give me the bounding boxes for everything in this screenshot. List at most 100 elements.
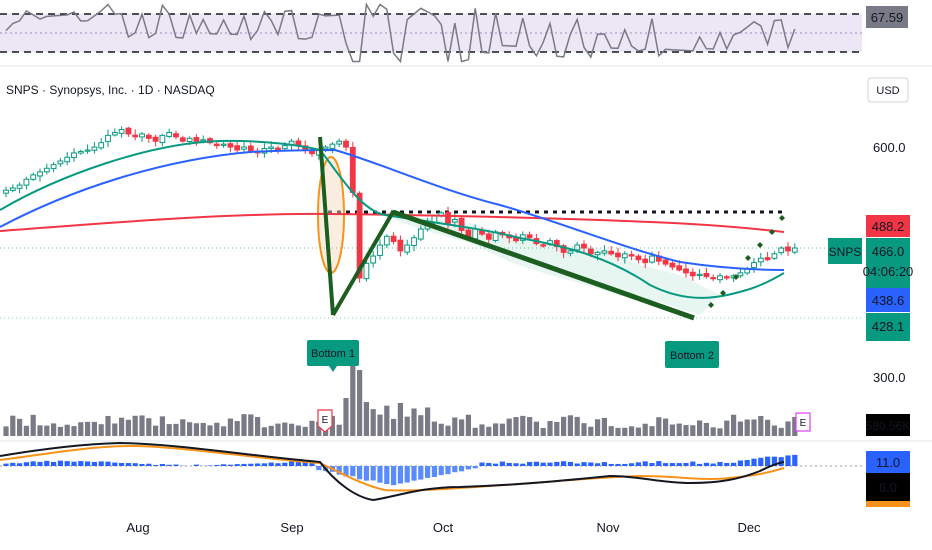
volume-bar (642, 423, 648, 436)
candle (213, 143, 220, 147)
volume-bar (751, 419, 757, 436)
volume-bar (765, 419, 771, 436)
volume-bar (527, 417, 533, 436)
macd-histogram-bar (261, 463, 267, 466)
candle (635, 255, 642, 261)
macd-histogram-bar (397, 466, 403, 484)
volume-bar (275, 423, 281, 436)
macd-histogram-bar (357, 466, 363, 480)
candle (397, 239, 404, 252)
macd-histogram-bar (493, 463, 499, 466)
volume-bar (200, 422, 206, 436)
earnings-marker-sep[interactable]: E (317, 409, 333, 433)
bottom1-label[interactable]: Bottom 1 (307, 340, 359, 372)
volume-bar (595, 419, 601, 436)
volume-bar (724, 420, 730, 436)
volume-bar (574, 416, 580, 436)
volume-bar (785, 421, 791, 436)
macd-histogram-bar (690, 461, 696, 466)
candle (472, 228, 479, 240)
candle (71, 152, 77, 159)
currency-box[interactable] (867, 77, 909, 103)
macd-histogram-bar (547, 462, 553, 466)
bottom2-label[interactable]: Bottom 2 (665, 341, 719, 368)
macd-histogram-bar (479, 462, 485, 466)
macd-histogram-bar (656, 461, 662, 466)
macd-histogram-bar (221, 464, 227, 466)
candle (723, 276, 730, 279)
price-axis[interactable]: 600.0 300.0 488.2 466.0 04:06:20 SNPS 43… (828, 140, 913, 385)
candle (703, 272, 710, 278)
volume-bar (635, 427, 641, 436)
volume-bar (656, 417, 662, 436)
volume-bar (608, 426, 614, 436)
candle (98, 142, 105, 149)
macd-histogram-bar (132, 463, 138, 466)
bottom1-text: Bottom 1 (311, 348, 355, 360)
candle (370, 255, 377, 264)
ma50-value: 438.6 (872, 293, 905, 308)
volume-bar (51, 423, 57, 436)
candle (43, 167, 50, 173)
volume-bar (792, 416, 798, 436)
candle (669, 262, 676, 268)
ma50-badge (866, 288, 910, 312)
volume-bar (112, 423, 118, 436)
time-label-nov: Nov (596, 520, 620, 535)
macd-histogram-bar (214, 464, 220, 466)
volume-bar (57, 426, 63, 436)
macd-histogram-bar (717, 461, 723, 466)
macd-histogram-bar (384, 466, 390, 485)
volume-bar (370, 409, 376, 436)
candle (594, 251, 601, 256)
candle (737, 272, 744, 277)
macd-histogram-bar (64, 461, 70, 466)
macd-histogram-bar (98, 461, 104, 466)
macd-histogram-bar (166, 464, 172, 466)
macd-histogram-bar (724, 463, 730, 466)
macd-histogram-bar (316, 466, 322, 471)
macd-histogram-bar (193, 464, 199, 466)
candle (451, 218, 458, 223)
volume-bar (703, 422, 709, 436)
volume-bar (193, 423, 199, 436)
macd-histogram-bar (588, 462, 594, 466)
candle (343, 140, 349, 148)
time-axis[interactable]: Aug Sep Oct Nov Dec (126, 520, 761, 535)
macd-histogram-bar (125, 463, 131, 466)
rsi-value: 67.59 (871, 10, 904, 25)
macd-histogram-bar (533, 461, 539, 466)
candle (9, 187, 16, 191)
signal-underline (866, 501, 910, 507)
macd-histogram-bar (561, 461, 567, 466)
candle (329, 143, 336, 149)
macd-histogram-bar (676, 463, 682, 466)
earnings-marker-dec[interactable]: E (795, 412, 811, 432)
volume-bar (411, 408, 417, 436)
macd-histogram-bar (91, 461, 97, 466)
volume-bar (125, 419, 131, 436)
rsi-line (5, 2, 796, 64)
macd-histogram-bar (703, 462, 709, 466)
volume-bar (499, 423, 505, 436)
macd-histogram-bar (622, 463, 628, 466)
ma200-badge (866, 215, 910, 237)
volume-bar (561, 416, 567, 436)
macd-histogram-bar (663, 463, 669, 466)
macd-histogram-bar (139, 463, 145, 466)
macd-histogram-bar (112, 462, 118, 466)
close-badge (866, 238, 910, 288)
volume-bar (581, 423, 587, 436)
candle (3, 189, 9, 194)
macd-histogram-bar (418, 466, 424, 480)
signal-value: 6.0 (879, 480, 897, 495)
macd-histogram-bar (697, 463, 703, 466)
macd-histogram-bar (173, 464, 179, 466)
macd-histogram-bar (85, 461, 91, 466)
candle (676, 265, 683, 271)
volume-bar (404, 416, 410, 436)
candle (64, 156, 71, 163)
macd-histogram-bar (227, 464, 233, 466)
volume-bar (309, 420, 315, 436)
